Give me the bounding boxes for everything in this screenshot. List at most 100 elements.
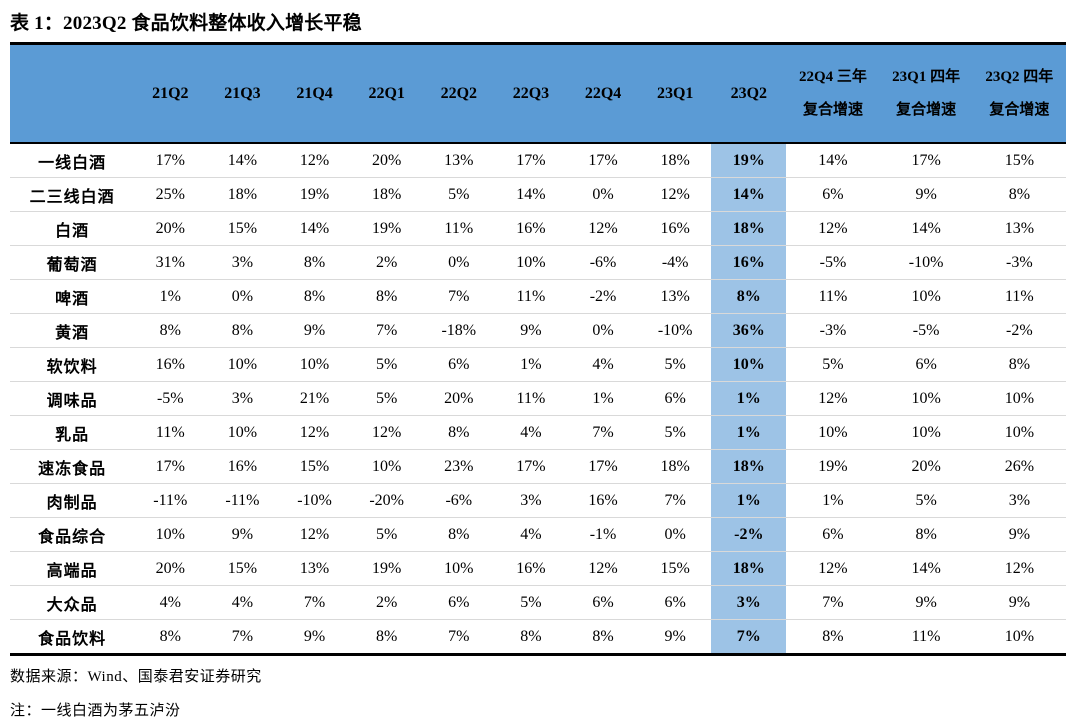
table-cell: 6% [422, 585, 495, 620]
table-cell: -6% [422, 483, 495, 518]
table-cell: 1% [566, 381, 640, 416]
table-cell: 6% [879, 347, 973, 382]
row-label: 调味品 [10, 381, 135, 416]
table-cell: 12% [278, 143, 351, 178]
row-label: 白酒 [10, 211, 135, 246]
row-label: 食品综合 [10, 517, 135, 552]
table-cell: 10% [879, 415, 973, 450]
table-cell: 7% [448, 627, 470, 645]
table-cell: 18% [639, 449, 712, 484]
table-cell: 15% [972, 143, 1066, 178]
table-cell: 20% [879, 449, 973, 484]
table-cell: 13% [422, 143, 495, 178]
table-cell: 14% [879, 211, 973, 246]
table-cell: 11% [786, 279, 880, 314]
table-cell: 6% [566, 585, 640, 620]
table-cell: 12% [278, 415, 351, 450]
column-header-label: 23Q2 [730, 84, 768, 102]
table-cell: 11% [911, 627, 941, 645]
table-row: 大众品 4% 4% 7% 2% 6% 5% 6% 6% 3% 7% 9% 9% [10, 585, 1066, 620]
row-label: 肉制品 [10, 483, 135, 518]
table-cell: 14% [278, 211, 351, 246]
row-label: 啤酒 [10, 279, 135, 314]
table-cell: 13% [972, 211, 1066, 246]
column-header-label: 22Q1 [368, 84, 405, 102]
table-cell: 8% [134, 313, 207, 348]
column-header: 23Q1 四年复合增速 [879, 43, 973, 144]
table-cell: 9% [879, 585, 973, 620]
table-cell: 18% [350, 177, 423, 212]
column-header: 22Q3 [494, 43, 567, 144]
table-cell: 23% [422, 449, 495, 484]
column-header: 21Q2 [134, 43, 207, 144]
row-label: 大众品 [10, 585, 135, 620]
highlighted-cell: 18% [711, 449, 787, 484]
table-cell: 8% [592, 627, 614, 645]
table-cell: 10% [134, 517, 207, 552]
table-cell: 12% [350, 415, 423, 450]
table-cell: 10% [879, 381, 973, 416]
table-cell: 14% [206, 143, 279, 178]
table-cell: 8% [972, 347, 1066, 382]
column-header-label: 21Q3 [224, 84, 261, 102]
table-cell: -5% [879, 313, 973, 348]
table-row: 白酒 20% 15% 14% 19% 11% 16% 12% 16% 18% 12% 14% 13% [10, 211, 1066, 246]
row-label: 黄酒 [10, 313, 135, 348]
table-row: 二三线白酒 25% 18% 19% 18% 5% 14% 0% 12% 14% 6% 9% 8% [10, 177, 1066, 212]
table-cell: 16% [566, 483, 640, 518]
table-cell: 12% [566, 551, 640, 586]
table-cell: 17% [134, 449, 207, 484]
table-cell: 15% [639, 551, 712, 586]
page-title: 表 1：2023Q2 食品饮料整体收入增长平稳 [10, 13, 362, 34]
table-row: 黄酒 8% 8% 9% 7% -18% 9% 0% -10% 36% -3% -5% -2% [10, 313, 1066, 348]
table-cell: 8% [206, 313, 279, 348]
table-cell: 8% [350, 279, 423, 314]
source-note: 数据来源：Wind、国泰君安证券研究 [10, 669, 262, 685]
table-cell: 4% [566, 347, 640, 382]
table-cell: 11% [494, 279, 567, 314]
row-label: 二三线白酒 [10, 177, 135, 212]
table-cell: -2% [566, 279, 640, 314]
table-cell: 8% [422, 517, 495, 552]
column-header-label: 22Q3 [512, 84, 550, 102]
table-cell: 9% [303, 627, 326, 645]
table-cell: 5% [639, 347, 712, 382]
table-cell: -11% [206, 483, 279, 518]
table-cell: -10% [639, 313, 712, 348]
table-cell: 2% [350, 585, 423, 620]
table-cell: 3% [206, 245, 279, 280]
data-table: 21Q2 21Q3 21Q4 22Q1 22Q2 22Q3 22Q4 23Q1 23Q2 22Q4… [10, 42, 1066, 656]
table-cell: -3% [972, 245, 1066, 280]
table-cell: 17% [494, 143, 567, 178]
table-cell: 0% [639, 517, 712, 552]
table-row: 食品综合 10% 9% 12% 5% 8% 4% -1% 0% -2% 6% 8% 9% [10, 517, 1066, 552]
table-cell: 4% [206, 585, 279, 620]
table-footer: 数据来源：Wind、国泰君安证券研究 注：一线白酒为茅五泸汾 [10, 665, 1068, 720]
table-cell: 0% [566, 177, 640, 212]
table-cell: 16% [639, 211, 712, 246]
table-cell: 7% [350, 313, 423, 348]
table-cell: 13% [278, 551, 351, 586]
table-cell: -10% [278, 483, 351, 518]
table-cell: 8% [278, 279, 351, 314]
table-cell: -5% [786, 245, 880, 280]
column-header: 21Q4 [278, 43, 351, 144]
table-cell: 19% [350, 551, 423, 586]
table-cell: 15% [206, 211, 279, 246]
table-cell: 12% [972, 551, 1066, 586]
table-cell: 4% [494, 517, 567, 552]
column-header-label: 22Q4 [584, 84, 622, 102]
table-cell: 7% [566, 415, 640, 450]
highlighted-cell: 19% [711, 143, 787, 178]
table-cell: 5% [350, 517, 423, 552]
column-header-label: 23Q1 四年复合增速 [892, 69, 961, 118]
column-header: 21Q3 [206, 43, 279, 144]
table-cell: 7% [786, 585, 880, 620]
table-cell: 4% [494, 415, 567, 450]
table-cell: 20% [422, 381, 495, 416]
table-row: 肉制品 -11% -11% -10% -20% -6% 3% 16% 7% 1% 1% 5% 3% [10, 483, 1066, 518]
table-cell: 20% [350, 143, 423, 178]
table-cell: 1% [494, 347, 567, 382]
table-cell: 20% [134, 211, 207, 246]
table-row: 速冻食品 17% 16% 15% 10% 23% 17% 17% 18% 18% 19% 20% 26% [10, 449, 1066, 484]
